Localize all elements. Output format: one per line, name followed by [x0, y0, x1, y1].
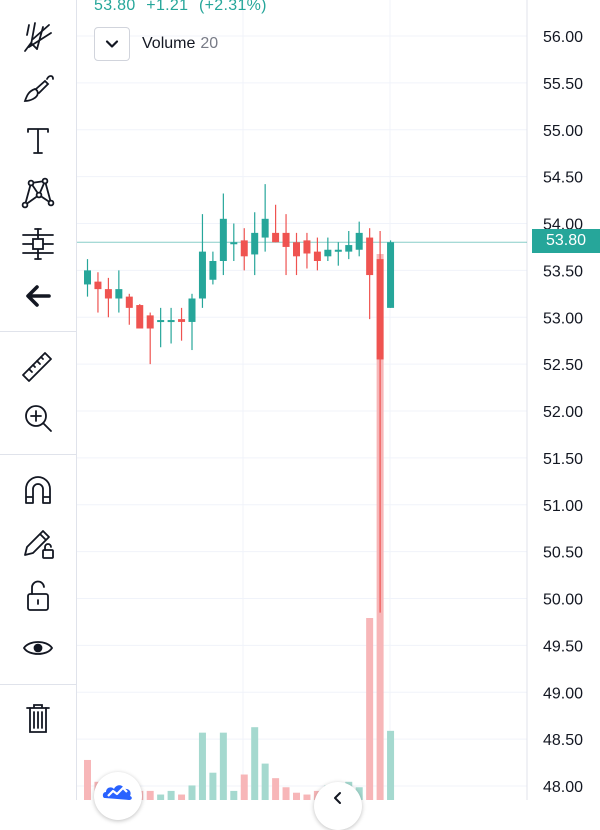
lock-icon[interactable]	[14, 572, 62, 620]
last-price-value: 53.80	[94, 0, 136, 14]
price-axis-tick: 52.00	[543, 404, 583, 421]
volume-bar	[84, 759, 91, 800]
price-axis-tick: 53.50	[543, 263, 583, 280]
candle-body	[104, 289, 112, 299]
candle-body	[136, 305, 144, 329]
price-change-value: +1.21	[146, 0, 189, 14]
candle-body	[355, 232, 363, 250]
candle-body	[345, 245, 353, 252]
candle-body	[240, 240, 248, 257]
volume-bar	[387, 730, 395, 800]
candle-body	[219, 218, 227, 261]
volume-bar	[219, 732, 227, 800]
price-axis-tick: 51.50	[543, 451, 583, 468]
price-axis-tick: 55.50	[543, 76, 583, 93]
chart-area[interactable]: 56.00 55.50 55.00 54.50 54.00 53.50 53.00 52.50…	[77, 0, 600, 830]
volume-bar	[230, 790, 238, 800]
volume-indicator-legend: Volume 20	[94, 26, 218, 62]
candle-body	[115, 289, 123, 299]
pattern-tool-icon[interactable]	[14, 168, 62, 216]
candle-body	[376, 259, 384, 360]
volume-bar	[303, 794, 311, 800]
price-axis-tick: 49.50	[543, 638, 583, 655]
candle-body	[94, 281, 102, 290]
volume-indicator-length: 20	[200, 35, 219, 52]
chevron-left-icon	[334, 792, 341, 804]
candle-body	[366, 237, 374, 276]
text-tool-icon[interactable]	[14, 116, 62, 164]
price-change-percent: (+2.31%)	[199, 0, 267, 14]
price-axis-tick: 48.50	[543, 732, 583, 749]
volume-bar	[209, 772, 217, 800]
volume-bar	[355, 787, 363, 800]
price-axis-tick: 53.00	[543, 310, 583, 327]
zoom-in-icon[interactable]	[14, 394, 62, 442]
price-axis-tick: 54.50	[543, 170, 583, 187]
price-axis-tick: 51.00	[543, 498, 583, 515]
eye-icon[interactable]	[14, 624, 62, 672]
tradingview-logo[interactable]	[94, 772, 142, 820]
volume-bar	[293, 792, 300, 800]
magnet-icon[interactable]	[14, 466, 62, 514]
volume-bar	[188, 785, 196, 800]
candle-body	[324, 249, 332, 257]
volume-bar	[198, 732, 206, 800]
stay-in-drawing-mode-icon[interactable]	[14, 518, 62, 566]
volume-bar	[157, 794, 165, 800]
price-axis-tick: 52.50	[543, 357, 583, 374]
volume-bar	[261, 763, 269, 800]
price-legend: 53.80 +1.21 (+2.31%)	[94, 0, 273, 15]
volume-bar	[240, 774, 248, 800]
volume-bar	[178, 794, 186, 800]
back-arrow-icon[interactable]	[14, 272, 62, 320]
candle-body	[84, 270, 91, 285]
candle-body	[334, 249, 342, 252]
drawing-toolbar	[0, 0, 77, 800]
volume-bar	[251, 727, 259, 800]
collapse-indicators-button[interactable]	[94, 27, 130, 61]
candle-body	[387, 242, 395, 308]
toolbar-divider	[0, 331, 76, 332]
price-axis-tick: 50.00	[543, 592, 583, 609]
price-axis-tick: 55.00	[543, 123, 583, 140]
price-chart[interactable]: 56.0055.5055.0054.5054.0053.5053.0052.50…	[77, 0, 600, 800]
candle-body	[261, 218, 269, 238]
price-axis-tick: 50.50	[543, 545, 583, 562]
candle-body	[209, 261, 217, 280]
volume-bar	[282, 787, 290, 800]
volume-bar	[366, 618, 374, 800]
candle-body	[198, 251, 206, 299]
toolbar-divider	[0, 684, 76, 685]
trash-icon[interactable]	[14, 694, 62, 742]
toolbar-divider	[0, 454, 76, 455]
candle-body	[293, 242, 300, 257]
price-axis-tick: 56.00	[543, 29, 583, 46]
fib-tool-icon[interactable]	[14, 12, 62, 60]
candle-body	[303, 240, 311, 254]
ruler-icon[interactable]	[14, 342, 62, 390]
volume-bar	[146, 790, 154, 800]
current-price-label: 53.80	[532, 229, 600, 253]
candle-body	[188, 298, 196, 322]
price-axis-tick: 48.00	[543, 779, 583, 796]
candle-body	[178, 319, 186, 322]
chevron-down-icon	[105, 40, 119, 48]
volume-bar	[167, 790, 175, 800]
candle-body	[272, 232, 280, 243]
candle-body	[125, 296, 133, 308]
scroll-to-realtime-button[interactable]	[314, 782, 362, 830]
candle-body	[313, 251, 321, 261]
candle-body	[157, 320, 165, 323]
candle-body	[251, 232, 259, 255]
volume-bar	[272, 778, 280, 800]
candle-body	[282, 232, 290, 247]
price-axis-tick: 49.00	[543, 685, 583, 702]
brush-icon[interactable]	[14, 64, 62, 112]
prediction-tool-icon[interactable]	[14, 220, 62, 268]
candle-body	[167, 320, 175, 323]
cloud-logo-icon	[102, 785, 132, 800]
volume-indicator-name[interactable]: Volume	[142, 35, 196, 52]
candle-body	[230, 242, 238, 245]
candle-body	[146, 315, 154, 329]
